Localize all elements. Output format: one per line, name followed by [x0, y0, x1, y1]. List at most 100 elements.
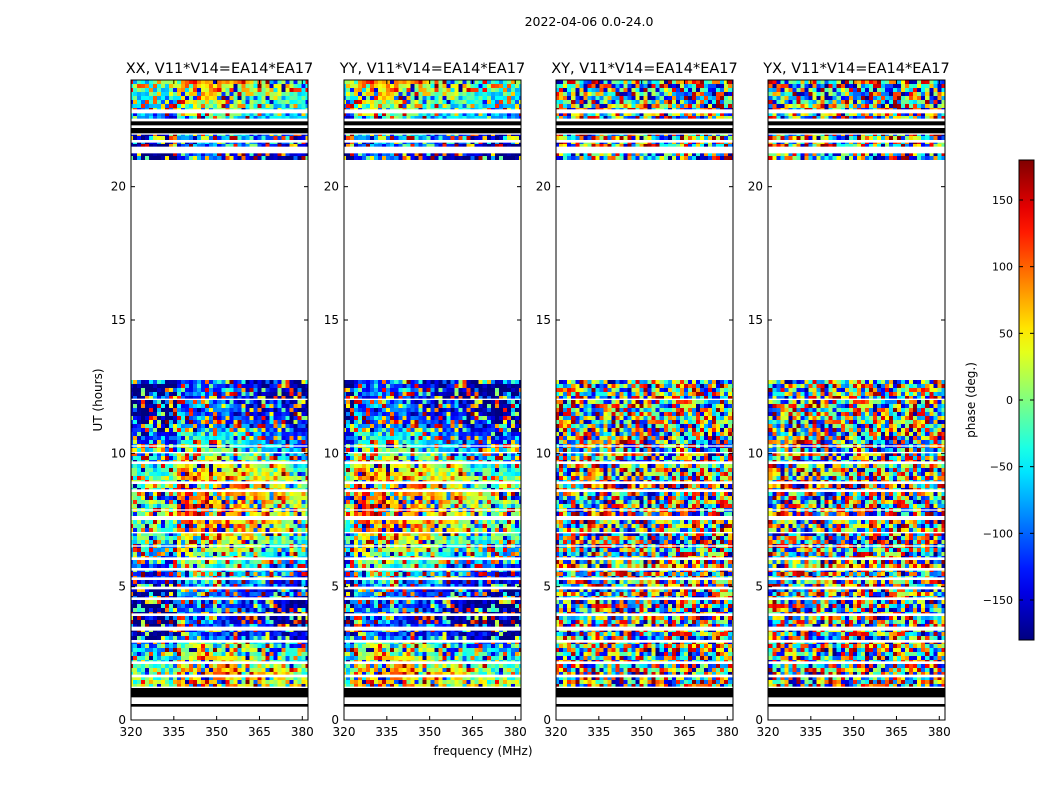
panel-frame — [767, 79, 946, 721]
data-band — [768, 570, 945, 578]
y-tick-label: 0 — [118, 713, 126, 727]
x-tick-label: 350 — [630, 725, 653, 739]
data-band — [131, 642, 308, 662]
colorbar-tick-label: 150 — [992, 194, 1013, 207]
data-band — [556, 464, 733, 482]
x-tick-label: 335 — [799, 725, 822, 739]
data-band — [131, 533, 308, 546]
data-band — [131, 630, 308, 640]
data-band — [768, 520, 945, 532]
data-band — [344, 142, 521, 147]
data-band — [768, 677, 945, 687]
data-band — [131, 546, 308, 558]
y-tick-label: 15 — [748, 313, 763, 327]
data-band — [556, 630, 733, 640]
data-band — [344, 380, 521, 399]
data-band — [768, 546, 945, 558]
y-tick-label: 15 — [111, 313, 126, 327]
data-band — [556, 380, 733, 399]
data-band — [768, 510, 945, 516]
x-axis-label: frequency (MHz) — [433, 744, 532, 758]
y-axis-label: UT (hours) — [91, 368, 105, 431]
data-band — [344, 677, 521, 687]
data-band — [768, 560, 945, 568]
x-tick-label: 320 — [120, 725, 143, 739]
data-band — [131, 484, 308, 490]
x-tick-label: 365 — [673, 725, 696, 739]
panel-title: XY, V11*V14=EA14*EA17 — [551, 61, 737, 77]
x-tick-label: 380 — [291, 725, 314, 739]
data-band — [131, 446, 308, 452]
colorbar-tick-label: −50 — [990, 461, 1013, 474]
data-band — [344, 464, 521, 482]
data-band — [344, 446, 521, 452]
flagged-band — [556, 121, 733, 126]
data-band — [768, 153, 945, 160]
data-band — [131, 113, 308, 119]
flagged-band — [344, 121, 521, 126]
panel-xx: XX, V11*V14=EA14*EA17 320 335 350 365 380 0 5 10… — [111, 61, 314, 739]
data-band — [556, 580, 733, 587]
data-band — [556, 113, 733, 119]
y-tick-label: 10 — [324, 446, 339, 460]
flagged-band — [344, 688, 521, 698]
data-band — [556, 642, 733, 662]
data-band — [131, 492, 308, 510]
figure-suptitle: 2022-04-06 0.0-24.0 — [525, 14, 654, 29]
data-band — [131, 380, 308, 399]
data-band — [556, 520, 733, 532]
data-band — [131, 589, 308, 598]
data-band — [556, 134, 733, 140]
data-band — [768, 142, 945, 147]
data-band — [556, 677, 733, 687]
y-tick-label: 0 — [543, 713, 551, 727]
data-band — [344, 400, 521, 446]
y-tick-label: 20 — [748, 180, 763, 194]
data-band — [344, 589, 521, 598]
y-tick-label: 5 — [331, 580, 339, 594]
data-band — [556, 400, 733, 446]
x-tick-label: 335 — [162, 725, 185, 739]
y-tick-label: 5 — [118, 580, 126, 594]
data-band — [344, 510, 521, 516]
data-band — [556, 484, 733, 490]
data-band — [131, 142, 308, 147]
data-band — [131, 600, 308, 614]
colorbar-label: phase (deg.) — [964, 362, 978, 438]
data-band — [768, 492, 945, 510]
data-band — [556, 664, 733, 675]
data-band — [131, 464, 308, 482]
data-band — [768, 380, 945, 399]
data-band — [556, 589, 733, 598]
data-band — [556, 80, 733, 110]
y-tick-label: 10 — [536, 446, 551, 460]
data-band — [344, 630, 521, 640]
y-tick-label: 0 — [331, 713, 339, 727]
data-band — [556, 142, 733, 147]
flagged-band — [556, 688, 733, 698]
x-tick-label: 380 — [716, 725, 739, 739]
data-band — [131, 520, 308, 532]
data-band — [768, 580, 945, 587]
data-band — [344, 570, 521, 578]
y-tick-label: 10 — [748, 446, 763, 460]
y-tick-label: 20 — [536, 180, 551, 194]
colorbar-tick-label: −150 — [983, 594, 1013, 607]
flagged-band — [556, 704, 733, 707]
data-band — [131, 400, 308, 446]
data-band — [131, 510, 308, 516]
data-band — [768, 616, 945, 627]
panel-title: XX, V11*V14=EA14*EA17 — [126, 61, 314, 77]
colorbar-tick-label: 50 — [999, 327, 1013, 340]
y-tick-label: 5 — [543, 580, 551, 594]
data-band — [768, 642, 945, 662]
data-band — [131, 616, 308, 627]
colorbar-tick-label: 100 — [992, 261, 1013, 274]
data-band — [344, 113, 521, 119]
data-band — [344, 642, 521, 662]
data-band — [131, 570, 308, 578]
data-band — [768, 80, 945, 110]
data-band — [556, 546, 733, 558]
flagged-band — [768, 121, 945, 126]
